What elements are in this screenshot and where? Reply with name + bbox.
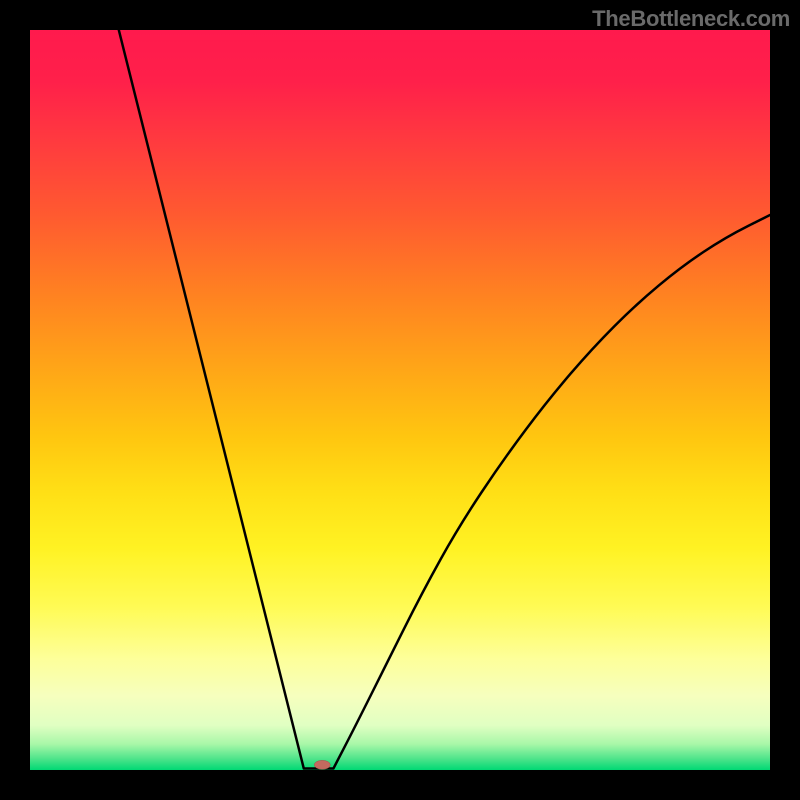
- bottleneck-chart: [0, 0, 800, 800]
- watermark-text: TheBottleneck.com: [592, 6, 790, 32]
- chart-container: [0, 0, 800, 800]
